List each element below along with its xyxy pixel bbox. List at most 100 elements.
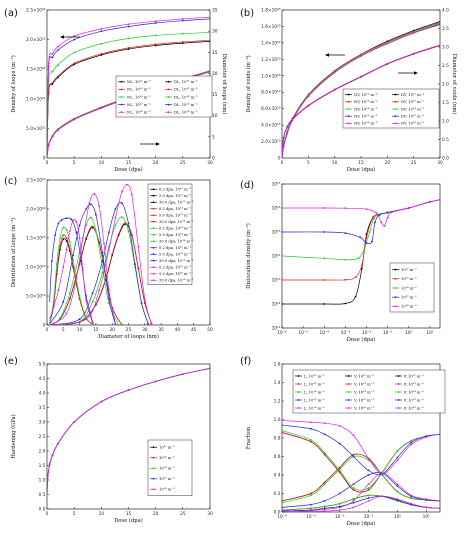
legend-marker	[347, 115, 350, 118]
legend-marker	[152, 214, 155, 217]
data-point	[396, 498, 399, 500]
y-tick-label: 6.0×10¹⁹	[261, 106, 281, 112]
data-point	[101, 266, 104, 268]
left-axis-arrowhead	[60, 35, 64, 39]
data-point	[72, 259, 74, 261]
legend-box	[115, 75, 213, 118]
y-axis-label: Density of loops (m⁻³)	[10, 55, 17, 113]
series-line	[47, 16, 210, 158]
data-point	[55, 263, 58, 265]
legend-label: NV, 10¹³ m⁻²	[354, 100, 378, 104]
y-tick-label: 0.4	[274, 473, 281, 479]
legend-marker	[347, 407, 350, 409]
legend-marker	[152, 201, 155, 204]
data-point	[282, 500, 283, 502]
data-point	[439, 44, 440, 47]
data-point	[386, 63, 389, 65]
legend-label: P, 10¹³ m⁻²	[404, 382, 424, 386]
data-point	[121, 216, 123, 219]
right-axis-arrowhead	[414, 71, 418, 75]
y-tick-label: 1.5	[39, 463, 46, 469]
x-tick-label: 15	[126, 160, 132, 166]
legend-marker	[297, 383, 300, 385]
y-tick-label: 0	[43, 156, 46, 162]
y2-axis-label: Diameter of voids (nm)	[451, 54, 458, 115]
legend-marker	[167, 111, 170, 114]
data-point	[323, 453, 326, 456]
legend: L, 10¹² m⁻² L, 10¹³ m⁻² L, 10¹⁴ m⁻² L, 10¹⁵…	[292, 369, 446, 414]
legend-label: 5.0 dpa, 10¹² m⁻²	[159, 194, 192, 198]
series-line	[47, 39, 210, 158]
data-point	[357, 257, 360, 260]
data-point	[386, 42, 389, 45]
y-tick-label: 2.0×10²⁰	[26, 207, 46, 213]
data-point	[410, 502, 413, 505]
data-point	[407, 207, 410, 209]
y-tick-label: 3.5	[39, 405, 46, 411]
panel-label: (b)	[240, 8, 254, 19]
data-point	[360, 55, 362, 57]
data-point	[425, 436, 428, 438]
x-tick-label: 15	[93, 327, 99, 333]
data-point	[68, 297, 71, 300]
y-tick-label: 5.0×10¹⁹	[26, 294, 46, 300]
data-point	[309, 507, 312, 510]
data-point	[56, 75, 59, 78]
data-point	[360, 264, 363, 267]
data-point	[75, 220, 78, 223]
data-point	[282, 506, 283, 509]
data-point	[368, 231, 371, 233]
legend-marker	[167, 88, 170, 91]
legend-marker	[394, 122, 397, 125]
legend-label: 10¹³ m⁻²	[159, 456, 175, 460]
data-point	[412, 32, 415, 34]
data-point	[378, 214, 381, 217]
legend-label: 0.2 dpa, 10¹³ m⁻²	[159, 207, 192, 211]
data-point	[323, 483, 326, 486]
data-point	[381, 495, 384, 498]
legend-label: DV, 10¹³ m⁻²	[401, 100, 425, 104]
data-point	[85, 208, 88, 210]
data-point	[282, 137, 285, 139]
x-axis-label: Dose (dpa)	[114, 517, 142, 524]
panel-4: (d) 10⁻⁶ 10⁻⁵ 10⁻⁴ 10⁻³ 10⁻² 10⁻¹ 10⁰ 10¹ 10¹¹ 10¹…	[240, 180, 441, 343]
data-point	[309, 492, 312, 495]
data-point	[60, 219, 63, 221]
data-point	[209, 16, 210, 19]
x-axis-label: Dose (dpa)	[347, 520, 375, 527]
data-point	[73, 35, 76, 37]
y-tick-label: 1.2	[274, 399, 281, 405]
data-point	[365, 236, 368, 239]
data-point	[352, 483, 355, 486]
x-tick-label: 0	[46, 327, 49, 333]
series-line	[49, 193, 116, 325]
data-point	[127, 37, 130, 40]
data-point	[323, 481, 326, 484]
data-point	[375, 212, 378, 215]
legend-marker	[347, 100, 350, 103]
legend-marker	[394, 93, 397, 96]
data-point	[62, 226, 65, 229]
data-point	[344, 258, 347, 261]
data-point	[98, 289, 101, 292]
data-point	[323, 422, 326, 425]
data-point	[56, 49, 59, 52]
x-tick-label: 20	[153, 160, 159, 166]
data-point	[65, 217, 68, 220]
y2-tick-label: 20	[212, 71, 218, 77]
data-point	[134, 263, 136, 265]
legend-label: DL, 10¹⁵ m⁻²	[174, 103, 198, 107]
data-point	[51, 52, 54, 55]
x-axis-label: Dose (dpa)	[347, 336, 375, 343]
x-tick-label: 10¹	[423, 514, 430, 520]
data-point	[51, 70, 54, 73]
data-point	[56, 45, 59, 48]
legend-marker	[347, 399, 350, 401]
y-tick-label: 4.0	[39, 391, 46, 397]
legend-marker	[347, 108, 350, 110]
data-point	[396, 483, 399, 486]
legend-marker	[347, 391, 350, 393]
legend-label: L, 10¹⁶ m⁻²	[304, 406, 325, 410]
legend-label: 5.0 dpa, 10¹⁶ m⁻²	[159, 272, 192, 276]
